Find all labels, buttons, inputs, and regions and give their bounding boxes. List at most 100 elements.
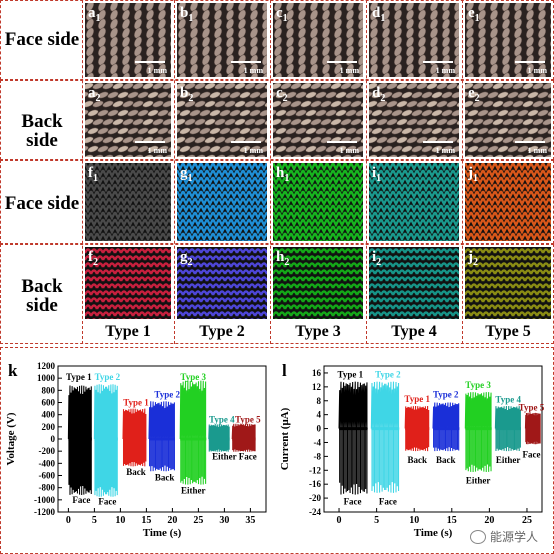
row-label-face-1: Face side (4, 29, 80, 50)
scale-bar-label: 1 mm (435, 146, 455, 155)
x-tick-label: 20 (167, 515, 177, 526)
panel-label: b1 (180, 5, 194, 24)
knit-model-h1: h1 (273, 163, 363, 241)
y-tick-label: 8 (317, 396, 322, 406)
annotation: Type 1 (66, 372, 92, 382)
scale-bar-label: 1 mm (147, 66, 167, 75)
series-type-4-either (494, 405, 521, 452)
x-tick-label: 0 (337, 515, 342, 526)
annotation: Either (496, 455, 521, 465)
x-tick-label: 15 (447, 515, 457, 526)
fabric-photo-a1: a1 1 mm (85, 3, 171, 77)
series-type-4-either (208, 424, 230, 452)
annotation: Either (181, 486, 206, 496)
panel-label: h2 (276, 249, 290, 268)
x-tick-label: 10 (409, 515, 419, 526)
fabric-photo-a2: a2 1 mm (85, 83, 171, 157)
fabric-photo-c2: c2 1 mm (273, 83, 363, 157)
series-type-2-back (432, 402, 460, 452)
x-tick-label: 15 (141, 515, 151, 526)
panel-label: f1 (88, 165, 98, 184)
annotation: Face (98, 497, 116, 507)
series-type-3-either (464, 392, 492, 473)
scale-bar (515, 141, 545, 143)
y-tick-label: 800 (42, 385, 56, 395)
y-tick-label: -12 (309, 465, 321, 475)
panel-label: i2 (372, 249, 382, 268)
x-tick-label: 25 (193, 515, 203, 526)
scale-bar-label: 1 mm (435, 66, 455, 75)
panel-label: e1 (468, 5, 480, 24)
y-tick-label: -8 (314, 451, 322, 461)
panel-label: d1 (372, 5, 386, 24)
scale-bar (327, 61, 357, 63)
y-axis-label: Current (μA) (279, 407, 291, 470)
wechat-icon (470, 529, 486, 544)
y-tick-label: 0 (51, 434, 56, 444)
annotation: Type 2 (154, 390, 180, 400)
series-type-1-back (122, 408, 147, 467)
y-tick-label: -16 (309, 479, 321, 489)
type-label-5: Type 5 (485, 323, 531, 340)
y-tick-label: 0 (317, 424, 322, 434)
series-type-1-back (404, 405, 430, 452)
panel-label: j2 (468, 249, 478, 268)
y-tick-label: 1200 (37, 361, 56, 371)
series-type-2-face (93, 384, 118, 497)
annotation: Type 1 (338, 370, 364, 380)
annotation: Face (379, 497, 397, 507)
col-sep-3 (270, 0, 271, 344)
annotation: Type 2 (375, 370, 401, 380)
type-label-2: Type 2 (199, 323, 245, 340)
x-tick-label: 5 (374, 515, 379, 526)
series-type-5-face (231, 423, 256, 452)
y-tick-label: -24 (309, 507, 321, 517)
plot-frame (323, 365, 543, 513)
panel-label: g1 (180, 165, 193, 184)
panel-label: c2 (276, 85, 288, 104)
panel-label: h1 (276, 165, 290, 184)
annotation: Face (72, 495, 90, 505)
series-type-5-face (524, 412, 541, 445)
x-tick-label: 35 (245, 515, 255, 526)
fabric-photo-d1: d1 1 mm (369, 3, 459, 77)
row-label-face-2: Face side (4, 193, 80, 214)
watermark: 能源学人 (470, 528, 538, 545)
watermark-text: 能源学人 (490, 530, 539, 544)
panel-label: e2 (468, 85, 480, 104)
x-tick-label: 25 (522, 515, 532, 526)
knit-model-f1: f1 (85, 163, 171, 241)
x-tick-label: 20 (484, 515, 494, 526)
scale-bar-label: 1 mm (527, 146, 547, 155)
annotation: Type 2 (433, 390, 459, 400)
panel-label: g2 (180, 249, 193, 268)
scale-bar (423, 61, 453, 63)
annotation: Type 5 (235, 415, 261, 425)
voltage-chart: -1200-1000-800-600-400-20002004006008001… (5, 361, 267, 539)
y-tick-label: 400 (42, 410, 56, 420)
scale-bar (423, 141, 453, 143)
x-tick-label: 5 (92, 515, 97, 526)
annotation: Type 3 (465, 380, 491, 390)
knit-model-i2: i2 (369, 247, 459, 319)
chart-panel-label: k (8, 361, 18, 380)
row-label-back-2: Back side (21, 276, 63, 316)
scale-bar-label: 1 mm (147, 146, 167, 155)
series-type-1-face (67, 385, 92, 495)
y-tick-label: -1000 (34, 495, 55, 505)
panel-label: b2 (180, 85, 194, 104)
col-sep-2 (174, 0, 175, 344)
fabric-photo-b2: b2 1 mm (177, 83, 267, 157)
type-label-1: Type 1 (105, 323, 151, 340)
panel-label: d2 (372, 85, 386, 104)
x-tick-label: 30 (219, 515, 229, 526)
panel-label: a1 (88, 5, 101, 24)
y-tick-label: -800 (39, 483, 56, 493)
annotation: Type 1 (123, 398, 149, 408)
y-tick-label: -600 (39, 471, 56, 481)
annotation: Type 3 (180, 372, 206, 382)
knit-model-j2: j2 (465, 247, 551, 319)
scale-bar-label: 1 mm (243, 146, 263, 155)
annotation: Type 4 (209, 415, 235, 425)
fabric-photo-e1: e1 1 mm (465, 3, 551, 77)
